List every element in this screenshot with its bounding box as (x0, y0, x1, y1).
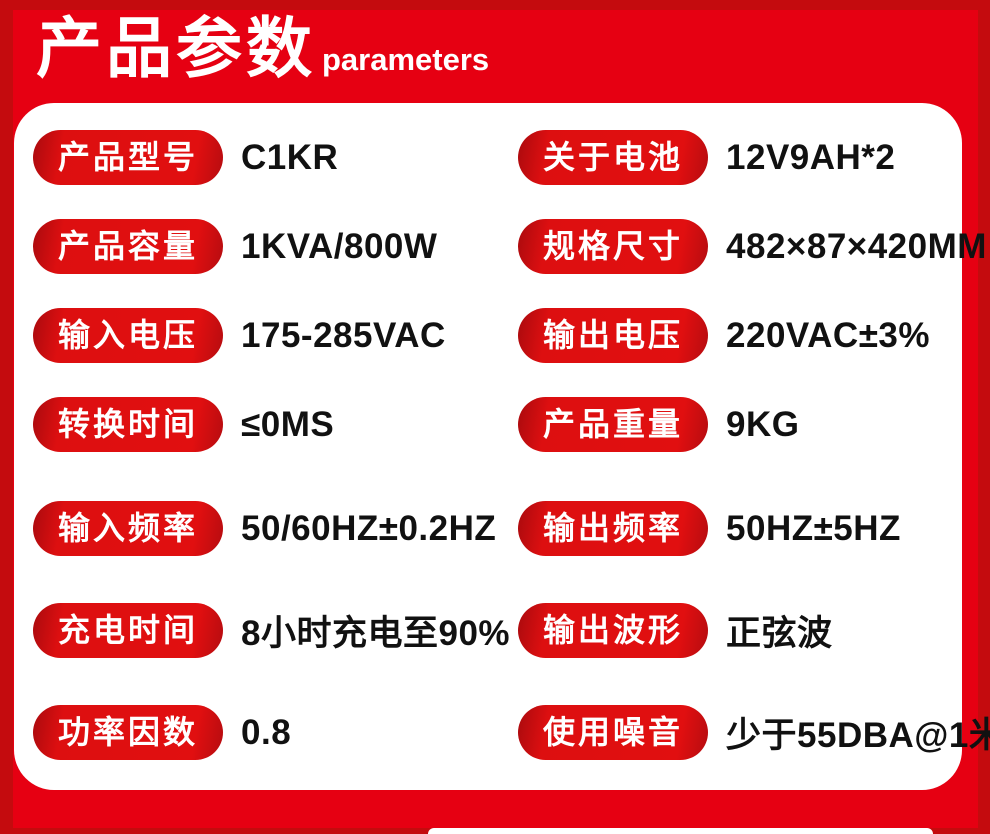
spec-label-pill: 输入电压 (33, 308, 224, 363)
spec-label-pill: 功率因数 (33, 705, 224, 760)
spec-label-pill: 输入频率 (33, 501, 224, 556)
spec-value: 50/60HZ±0.2HZ (241, 508, 497, 548)
spec-label-pill: 转换时间 (33, 397, 224, 452)
spec-row: 输入频率 50/60HZ±0.2HZ 输出频率 50HZ±5HZ (33, 501, 962, 556)
spec-row: 充电时间 8小时充电至90% 输出波形 正弦波 (33, 603, 962, 658)
spec-cell-battery: 关于电池 12V9AH*2 (518, 130, 962, 185)
spec-label-pill: 产品型号 (33, 130, 224, 185)
spec-cell-power-factor: 功率因数 0.8 (33, 705, 518, 760)
spec-label-pill: 产品重量 (518, 397, 709, 452)
spec-value: 50HZ±5HZ (726, 508, 901, 548)
spec-cell-input-frequency: 输入频率 50/60HZ±0.2HZ (33, 501, 518, 556)
spec-cell-model: 产品型号 C1KR (33, 130, 518, 185)
spec-label-pill: 使用噪音 (518, 705, 709, 760)
spec-value: 12V9AH*2 (726, 137, 896, 177)
spec-label-pill: 输出波形 (518, 603, 709, 658)
spec-label-pill: 充电时间 (33, 603, 224, 658)
page-subtitle: parameters (322, 42, 490, 78)
spec-cell-capacity: 产品容量 1KVA/800W (33, 219, 518, 274)
spec-value: C1KR (241, 137, 339, 177)
spec-value: 482×87×420MM (726, 226, 987, 266)
spec-value: ≤0MS (241, 404, 335, 444)
spec-cell-output-frequency: 输出频率 50HZ±5HZ (518, 501, 962, 556)
spec-row: 输入电压 175-285VAC 输出电压 220VAC±3% (33, 308, 962, 363)
next-section-card-edge (428, 828, 933, 834)
spec-value: 9KG (726, 404, 800, 444)
spec-row: 产品容量 1KVA/800W 规格尺寸 482×87×420MM (33, 219, 986, 274)
spec-cell-input-voltage: 输入电压 175-285VAC (33, 308, 518, 363)
spec-value: 220VAC±3% (726, 315, 931, 355)
spec-value: 1KVA/800W (241, 226, 438, 266)
spec-label-pill: 产品容量 (33, 219, 224, 274)
section-header: 产品参数 parameters (36, 6, 489, 90)
spec-cell-dimensions: 规格尺寸 482×87×420MM (518, 219, 986, 274)
spec-cell-weight: 产品重量 9KG (518, 397, 962, 452)
spec-cell-charge-time: 充电时间 8小时充电至90% (33, 603, 518, 658)
spec-value: 8小时充电至90% (241, 614, 511, 653)
spec-label-pill: 输出电压 (518, 308, 709, 363)
parameters-table: 产品型号 C1KR 关于电池 12V9AH*2 产品容量 1KVA/800W 规… (14, 103, 990, 760)
parameters-card: 产品型号 C1KR 关于电池 12V9AH*2 产品容量 1KVA/800W 规… (14, 103, 990, 790)
spec-cell-transfer-time: 转换时间 ≤0MS (33, 397, 518, 452)
spec-cell-waveform: 输出波形 正弦波 (518, 603, 962, 658)
spec-value: 175-285VAC (241, 315, 446, 355)
spec-label-pill: 输出频率 (518, 501, 709, 556)
page-title: 产品参数 (36, 11, 316, 85)
spec-value: 正弦波 (726, 614, 833, 653)
spec-value: 0.8 (241, 712, 292, 752)
spec-label-pill: 关于电池 (518, 130, 709, 185)
spec-cell-noise: 使用噪音 少于55DBA@1米 (518, 705, 990, 760)
spec-value: 少于55DBA@1米 (726, 716, 990, 755)
spec-row: 功率因数 0.8 使用噪音 少于55DBA@1米 (33, 705, 990, 760)
spec-cell-output-voltage: 输出电压 220VAC±3% (518, 308, 962, 363)
spec-row: 转换时间 ≤0MS 产品重量 9KG (33, 397, 962, 452)
spec-row: 产品型号 C1KR 关于电池 12V9AH*2 (33, 130, 962, 185)
spec-label-pill: 规格尺寸 (518, 219, 709, 274)
